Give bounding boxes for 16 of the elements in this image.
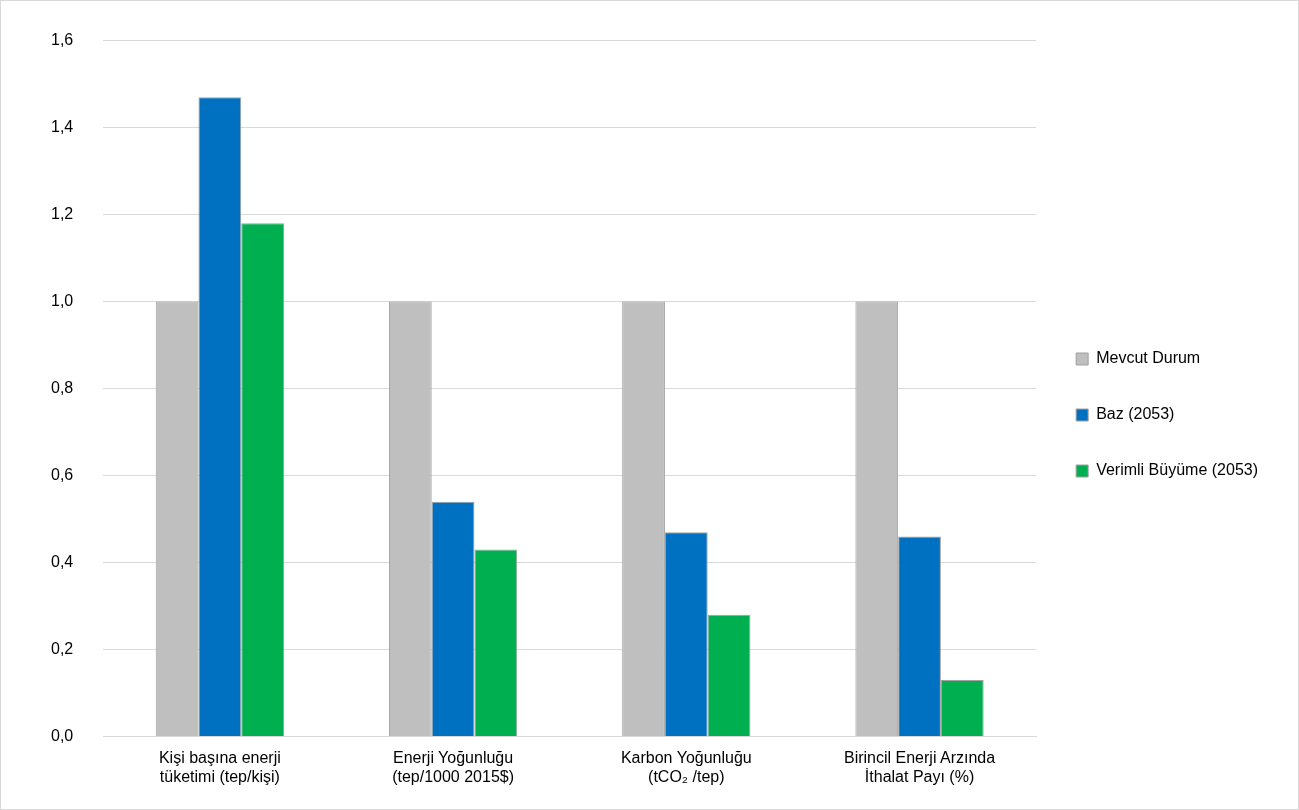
legend-label: Verimli Büyüme (2053) (1096, 461, 1258, 479)
y-tick-label: 0,4 (50, 553, 74, 571)
y-tick-label: 1,0 (50, 292, 74, 310)
legend-label: Mevcut Durum (1096, 349, 1201, 367)
y-tick-label: 1,6 (50, 31, 74, 49)
legend-label: Baz (2053) (1096, 405, 1175, 423)
x-tick-label: Karbon Yoğunluğu (tCO₂ /tep) (620, 748, 752, 785)
x-tick-label: Birincil Enerji Arzında İthalat Payı (%) (843, 748, 996, 785)
y-tick-label: 1,2 (50, 205, 74, 223)
x-tick-label: Kişi başına enerji tüketimi (tep/kişi) (158, 748, 281, 785)
y-tick-label: 1,4 (50, 118, 74, 136)
y-tick-label: 0,6 (50, 466, 74, 484)
y-tick-label: 0,8 (50, 379, 74, 397)
y-tick-label: 0,2 (50, 640, 74, 658)
y-tick-label: 0,0 (50, 727, 74, 745)
x-tick-label: Enerji Yoğunluğu (tep/1000 2015$) (392, 748, 515, 785)
